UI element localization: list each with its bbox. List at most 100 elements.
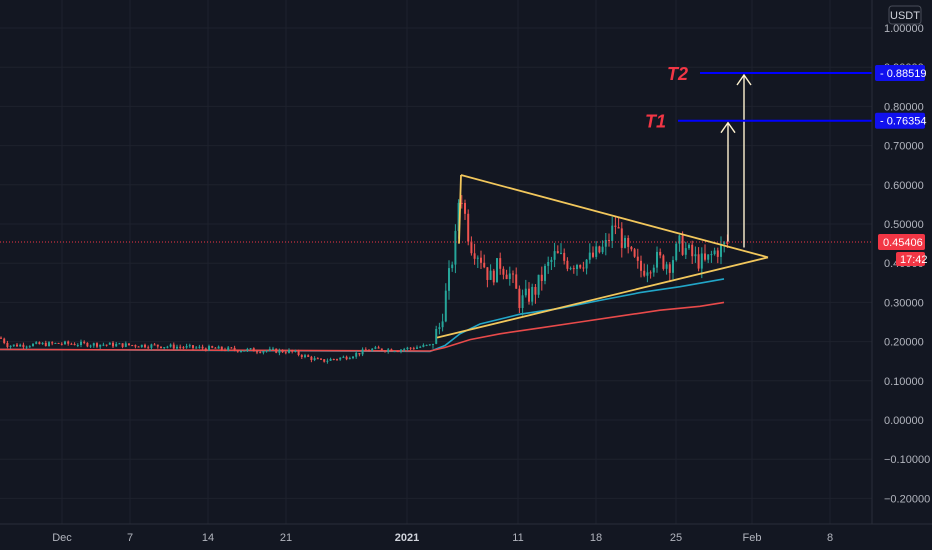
time-axis-panel[interactable]: [0, 524, 932, 550]
candle-body: [608, 240, 610, 241]
candle: [86, 342, 89, 348]
candle: [195, 346, 198, 349]
candle-body: [400, 349, 402, 352]
candle-body: [553, 251, 556, 260]
candle-body: [710, 254, 713, 256]
candle-body: [214, 347, 217, 349]
candle-body: [70, 343, 73, 345]
candle-body: [22, 344, 25, 348]
candle-body: [316, 358, 319, 360]
candle-body: [624, 238, 626, 248]
candle: [67, 340, 70, 346]
candle: [268, 346, 271, 352]
candle: [630, 246, 633, 252]
candle: [313, 356, 316, 362]
price-tick-label: 0.00000: [884, 415, 924, 427]
target-label-t2: T2: [667, 64, 688, 84]
candle: [406, 346, 409, 351]
candle: [384, 350, 386, 353]
candle: [387, 348, 390, 354]
current-price-badge: [878, 234, 925, 251]
time-tick-label: Feb: [743, 532, 762, 544]
candle: [108, 342, 111, 345]
candle: [348, 356, 351, 360]
candle: [582, 261, 585, 272]
candle: [32, 343, 34, 347]
candle: [720, 236, 722, 265]
candle: [374, 345, 377, 350]
candle: [665, 261, 668, 275]
candle: [617, 217, 620, 229]
candle-body: [579, 265, 582, 268]
candle-body: [604, 240, 607, 247]
candle: [48, 341, 50, 347]
candle: [28, 345, 31, 348]
candle-body: [681, 235, 684, 255]
candle-body: [192, 345, 194, 348]
candle-body: [35, 342, 38, 344]
candle-body: [377, 347, 380, 349]
candle-body: [451, 264, 454, 269]
candle: [307, 354, 310, 357]
candle: [652, 264, 655, 277]
candle-body: [336, 359, 338, 361]
price-tick-label: 0.20000: [884, 337, 924, 349]
candle: [537, 274, 540, 298]
candle-body: [310, 356, 313, 360]
candle-body: [166, 346, 169, 348]
candle: [60, 342, 63, 346]
candle: [633, 248, 636, 258]
candle-body: [217, 346, 220, 349]
currency-badge[interactable]: [888, 5, 922, 25]
candle: [25, 345, 28, 350]
candle-body: [697, 254, 700, 269]
candle: [99, 344, 102, 349]
candle-body: [678, 235, 681, 244]
candle-body: [435, 329, 438, 344]
candle-body: [659, 251, 662, 256]
candle: [713, 247, 716, 256]
candle-body: [611, 225, 614, 241]
time-tick-label: 18: [590, 532, 602, 544]
candle: [294, 349, 297, 353]
candle: [92, 342, 95, 348]
candle: [412, 346, 415, 350]
candle: [246, 347, 249, 352]
candle-body: [294, 351, 297, 352]
candle: [371, 348, 374, 352]
time-axis-labels: Dec 7 14 21 2021 11 18 25 Feb 8: [52, 532, 833, 544]
candle-body: [432, 343, 434, 345]
candle-body: [428, 344, 431, 346]
candlesticks: [0, 195, 729, 364]
time-tick-label: 14: [202, 532, 214, 544]
candle: [716, 247, 719, 264]
candle: [265, 350, 268, 353]
candle-body: [284, 352, 287, 354]
candle: [112, 341, 114, 348]
candle-body: [355, 353, 358, 357]
candle-body: [182, 347, 185, 349]
candle: [499, 252, 502, 275]
candle-body: [275, 348, 278, 353]
candle-body: [288, 350, 290, 353]
candle: [192, 345, 194, 351]
candle: [134, 344, 137, 349]
ma-teal-line: [0, 278, 725, 353]
candle-body: [540, 274, 543, 281]
candle-body: [467, 213, 470, 242]
candle-body: [44, 342, 47, 346]
candle-body: [720, 244, 722, 257]
candle: [230, 347, 233, 349]
candle: [320, 358, 322, 360]
candle: [435, 325, 438, 345]
candle-body: [169, 344, 172, 347]
candle: [336, 358, 338, 361]
candle-body: [3, 338, 6, 343]
candle: [272, 346, 274, 350]
candle-body: [390, 349, 393, 352]
price-tick-label: −0.10000: [884, 454, 930, 466]
candle-body: [115, 344, 118, 347]
candle-body: [620, 228, 623, 248]
candle-body: [569, 268, 572, 270]
